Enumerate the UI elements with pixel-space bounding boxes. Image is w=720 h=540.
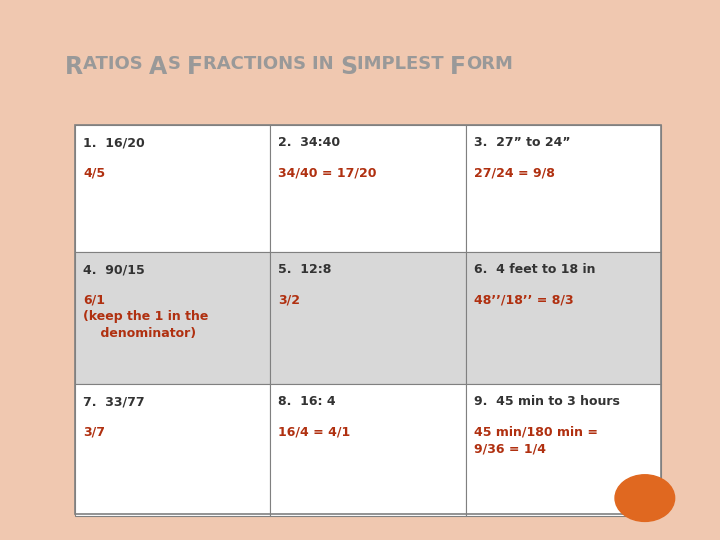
Text: F: F [187, 55, 203, 79]
FancyBboxPatch shape [271, 125, 466, 252]
Text: 3.  27” to 24”: 3. 27” to 24” [474, 136, 570, 149]
Text: 5.  12:8: 5. 12:8 [279, 264, 332, 276]
Text: 6.  4 feet to 18 in: 6. 4 feet to 18 in [474, 264, 595, 276]
Text: S: S [168, 55, 187, 73]
Text: 34/40 = 17/20: 34/40 = 17/20 [279, 166, 377, 179]
FancyBboxPatch shape [466, 125, 662, 252]
Text: 2.  34:40: 2. 34:40 [279, 136, 341, 149]
Circle shape [615, 475, 675, 522]
Text: F: F [450, 55, 467, 79]
Text: R: R [66, 55, 84, 79]
Text: 6/1
(keep the 1 in the
    denominator): 6/1 (keep the 1 in the denominator) [83, 293, 209, 340]
Text: 4.  90/15: 4. 90/15 [83, 264, 145, 276]
Text: 9.  45 min to 3 hours: 9. 45 min to 3 hours [474, 395, 619, 408]
FancyBboxPatch shape [271, 252, 466, 384]
Text: 3/7: 3/7 [83, 426, 105, 438]
Text: 1.  16/20: 1. 16/20 [83, 136, 145, 149]
Text: 45 min/180 min =
9/36 = 1/4: 45 min/180 min = 9/36 = 1/4 [474, 426, 598, 456]
Text: ATIOS: ATIOS [84, 55, 149, 73]
Text: ORM: ORM [467, 55, 513, 73]
FancyBboxPatch shape [466, 384, 662, 516]
FancyBboxPatch shape [271, 384, 466, 516]
Text: 27/24 = 9/8: 27/24 = 9/8 [474, 166, 554, 179]
Text: S: S [341, 55, 357, 79]
Text: RACTIONS: RACTIONS [203, 55, 312, 73]
FancyBboxPatch shape [75, 252, 271, 384]
Text: IN: IN [312, 55, 341, 73]
FancyBboxPatch shape [466, 252, 662, 384]
Text: 48’’/18’’ = 8/3: 48’’/18’’ = 8/3 [474, 293, 573, 306]
Text: 16/4 = 4/1: 16/4 = 4/1 [279, 426, 351, 438]
Text: IMPLEST: IMPLEST [357, 55, 450, 73]
Text: 4/5: 4/5 [83, 166, 105, 179]
Text: 3/2: 3/2 [279, 293, 300, 306]
Text: 8.  16: 4: 8. 16: 4 [279, 395, 336, 408]
FancyBboxPatch shape [75, 125, 271, 252]
Text: 7.  33/77: 7. 33/77 [83, 395, 145, 408]
FancyBboxPatch shape [75, 384, 271, 516]
Text: A: A [149, 55, 168, 79]
